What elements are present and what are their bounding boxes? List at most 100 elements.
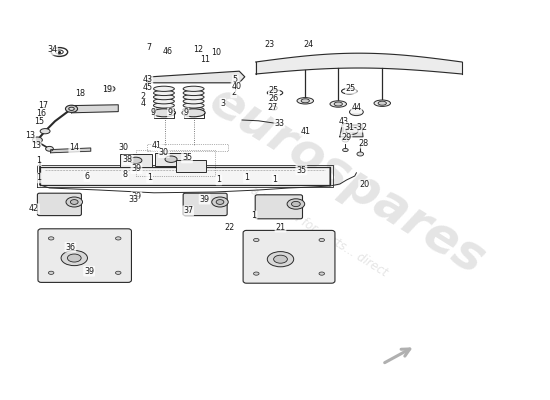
Ellipse shape: [183, 107, 204, 112]
Ellipse shape: [267, 252, 294, 267]
Text: 28: 28: [358, 139, 368, 148]
Text: 8: 8: [123, 170, 128, 179]
Text: 13: 13: [31, 142, 41, 150]
Text: 43: 43: [339, 118, 349, 126]
Bar: [176, 160, 206, 172]
Text: 30: 30: [119, 144, 129, 152]
Text: 3: 3: [220, 99, 225, 108]
Ellipse shape: [350, 108, 364, 116]
Ellipse shape: [183, 86, 204, 92]
Ellipse shape: [292, 202, 300, 207]
Ellipse shape: [183, 90, 204, 96]
Text: 38: 38: [123, 156, 133, 164]
Ellipse shape: [153, 94, 174, 100]
Ellipse shape: [130, 157, 142, 164]
Ellipse shape: [334, 102, 342, 106]
FancyBboxPatch shape: [38, 229, 131, 282]
Ellipse shape: [349, 125, 360, 130]
Text: 5: 5: [233, 76, 238, 84]
Ellipse shape: [65, 105, 78, 112]
Text: 35: 35: [296, 166, 306, 174]
Text: 16: 16: [36, 110, 46, 118]
Bar: [155, 153, 187, 166]
Ellipse shape: [374, 100, 390, 106]
Text: 7: 7: [146, 44, 151, 52]
Ellipse shape: [153, 103, 174, 108]
Text: 22: 22: [225, 223, 235, 232]
Text: 17: 17: [38, 102, 48, 110]
Text: 6: 6: [84, 172, 90, 181]
Ellipse shape: [61, 250, 87, 266]
Text: 37: 37: [183, 206, 193, 215]
Text: 39: 39: [84, 267, 94, 276]
Text: 30: 30: [159, 148, 169, 157]
Polygon shape: [51, 148, 91, 153]
Text: 11: 11: [200, 55, 210, 64]
Ellipse shape: [165, 156, 177, 162]
Text: 29: 29: [342, 134, 351, 142]
Text: 25: 25: [269, 86, 279, 95]
Text: 45: 45: [142, 84, 152, 92]
Ellipse shape: [48, 271, 54, 274]
Ellipse shape: [40, 128, 50, 134]
Text: 13: 13: [25, 132, 35, 140]
Text: 24: 24: [303, 40, 313, 49]
Text: 15: 15: [35, 118, 45, 126]
Text: 41: 41: [152, 142, 162, 150]
Text: 1: 1: [36, 174, 41, 182]
Text: 21: 21: [276, 223, 285, 232]
Text: 27: 27: [267, 104, 277, 112]
Text: 26: 26: [269, 94, 279, 103]
FancyBboxPatch shape: [37, 193, 81, 216]
Text: 44: 44: [351, 104, 361, 112]
Ellipse shape: [152, 109, 175, 117]
Ellipse shape: [153, 107, 174, 112]
Ellipse shape: [105, 86, 115, 92]
Text: 40: 40: [232, 82, 241, 91]
Ellipse shape: [343, 148, 348, 152]
Text: 4: 4: [140, 100, 146, 108]
Ellipse shape: [153, 86, 174, 92]
Ellipse shape: [330, 101, 346, 107]
Text: 1: 1: [36, 156, 41, 165]
Ellipse shape: [378, 101, 386, 105]
Ellipse shape: [301, 99, 309, 103]
Ellipse shape: [32, 137, 42, 143]
Polygon shape: [72, 105, 118, 113]
Ellipse shape: [46, 146, 53, 151]
Text: 19: 19: [102, 86, 112, 94]
Ellipse shape: [346, 127, 358, 134]
Ellipse shape: [216, 200, 224, 204]
Ellipse shape: [287, 199, 305, 209]
Ellipse shape: [66, 197, 82, 207]
Text: 18: 18: [75, 90, 85, 98]
Text: 9: 9: [150, 108, 156, 117]
Text: 23: 23: [265, 40, 274, 49]
Text: 20: 20: [359, 180, 369, 189]
Text: 41: 41: [300, 127, 310, 136]
FancyBboxPatch shape: [243, 230, 335, 283]
Ellipse shape: [319, 238, 324, 242]
Ellipse shape: [254, 238, 259, 242]
Polygon shape: [40, 167, 330, 185]
Text: 34: 34: [47, 46, 57, 54]
Ellipse shape: [153, 99, 174, 104]
Text: 36: 36: [65, 243, 75, 252]
FancyBboxPatch shape: [183, 193, 227, 216]
Ellipse shape: [342, 138, 349, 142]
Ellipse shape: [254, 272, 259, 275]
Text: 35: 35: [182, 154, 192, 162]
Ellipse shape: [116, 237, 121, 240]
Text: 33: 33: [274, 119, 284, 128]
Text: 2: 2: [231, 88, 236, 97]
Text: 12: 12: [193, 46, 203, 54]
Polygon shape: [340, 125, 363, 137]
Text: 1: 1: [272, 175, 278, 184]
Text: 31-32: 31-32: [345, 123, 368, 132]
Ellipse shape: [69, 107, 74, 110]
Ellipse shape: [70, 200, 78, 204]
Polygon shape: [147, 71, 245, 83]
Text: 1: 1: [147, 174, 152, 182]
Text: 10: 10: [211, 48, 221, 57]
Text: 1: 1: [251, 212, 257, 220]
